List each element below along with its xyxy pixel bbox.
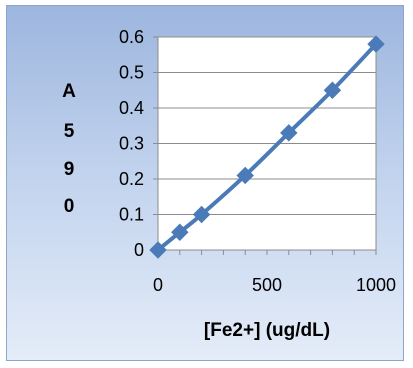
y-tick-label: 0.4 bbox=[119, 98, 144, 118]
axis-titles: [Fe2+] (ug/dL) A 5 9 0 bbox=[62, 81, 330, 341]
x-tick-label: 0 bbox=[153, 275, 163, 295]
y-tick-label: 0.5 bbox=[119, 63, 144, 83]
data-series bbox=[149, 35, 385, 259]
x-tick-label: 500 bbox=[252, 275, 282, 295]
chart-frame: 0 0.1 0.2 0.3 0.4 0.5 0.6 0 500 1000 [Fe2+] (ug/d… bbox=[6, 5, 404, 361]
y-tick-label: 0 bbox=[134, 240, 144, 260]
y-tick-label: 0.2 bbox=[119, 169, 144, 189]
y-axis-title-letter: 0 bbox=[64, 196, 75, 217]
data-point-marker bbox=[367, 35, 385, 53]
chart-svg: 0 0.1 0.2 0.3 0.4 0.5 0.6 0 500 1000 [Fe2+] (ug/d… bbox=[62, 27, 396, 341]
y-axis-title-letter: 9 bbox=[64, 159, 75, 180]
data-point-marker bbox=[171, 223, 189, 241]
y-tick-label: 0.3 bbox=[119, 134, 144, 154]
data-point-marker bbox=[280, 124, 298, 142]
y-tick-label: 0.1 bbox=[119, 205, 144, 225]
x-tick-label: 1000 bbox=[356, 275, 396, 295]
data-point-marker bbox=[236, 166, 254, 185]
data-point-marker bbox=[192, 205, 211, 224]
x-axis-title: [Fe2+] (ug/dL) bbox=[204, 320, 330, 341]
y-tick-label: 0.6 bbox=[119, 27, 144, 47]
y-axis-title-letter: 5 bbox=[64, 121, 75, 142]
tick-labels: 0 0.1 0.2 0.3 0.4 0.5 0.6 0 500 1000 bbox=[119, 27, 396, 295]
data-point-marker bbox=[323, 81, 342, 99]
y-axis-title-letter: A bbox=[62, 81, 76, 102]
data-point-marker bbox=[149, 241, 167, 259]
